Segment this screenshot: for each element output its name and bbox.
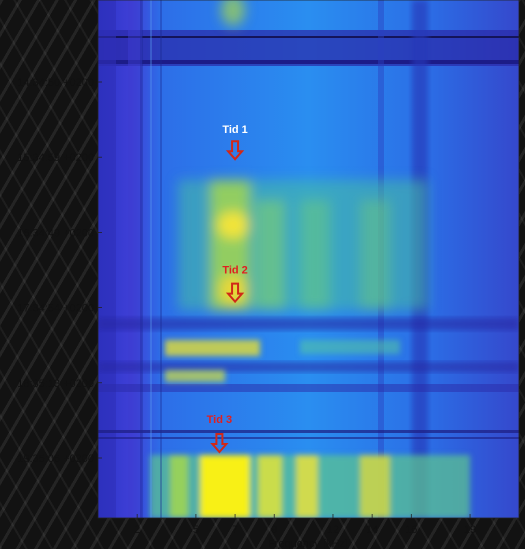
annotations: Tid 1 Tid 2 Tid 3 bbox=[207, 124, 248, 454]
plot-frame bbox=[97, 0, 520, 519]
annotation-label: Tid 1 bbox=[222, 124, 247, 136]
annotation-label: Tid 2 bbox=[222, 265, 247, 277]
x-axis-label: Frequency [kHz] bbox=[268, 538, 348, 549]
x-tick-label: 16 bbox=[405, 524, 417, 536]
x-tick-label: 12 bbox=[327, 524, 339, 536]
x-tick-label: 9 bbox=[271, 524, 277, 536]
y-tick-label: 14:34:50 +0200 bbox=[17, 77, 94, 89]
down-arrow-icon bbox=[225, 282, 245, 304]
x-tick-label: 5 bbox=[193, 524, 199, 536]
y-tick-label: 15:34:59 +0200 bbox=[17, 152, 94, 164]
x-tick-label: 2 bbox=[134, 524, 140, 536]
down-arrow-icon bbox=[210, 433, 229, 454]
y-axis: 14:34:50 +0200 15:34:59 +0200 16:34:49 +02… bbox=[17, 77, 102, 465]
y-tick-label: 17:34:54 +0200 bbox=[17, 303, 94, 315]
y-tick-label: 16:34:49 +0200 bbox=[17, 227, 94, 239]
y-tick-label: 18:35:13 +0200 bbox=[17, 378, 94, 390]
x-tick-label: 14 bbox=[366, 524, 378, 536]
y-tick-label: 19:35:06 +0200 bbox=[17, 453, 94, 465]
x-tick-label: 19 bbox=[464, 524, 476, 536]
down-arrow-icon bbox=[225, 140, 245, 161]
x-tick-label: 7 bbox=[232, 524, 238, 536]
annotation-label: Tid 3 bbox=[207, 414, 232, 426]
heatmap-area bbox=[98, 0, 519, 518]
x-axis: 2 5 7 9 12 14 16 19 bbox=[134, 514, 476, 536]
